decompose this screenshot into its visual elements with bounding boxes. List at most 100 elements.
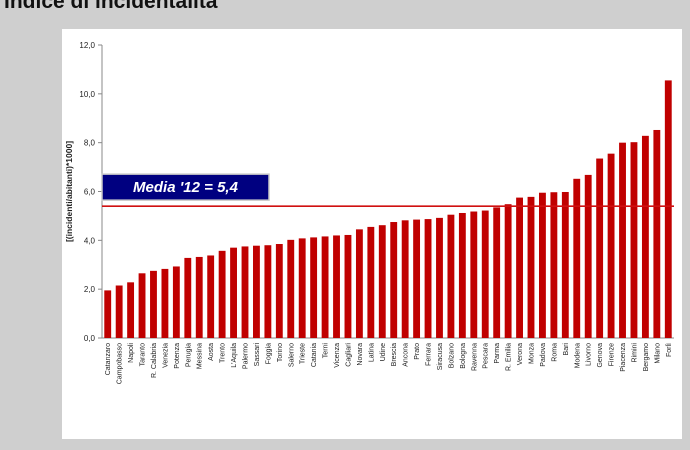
- x-tick-label: Venezia: [162, 343, 169, 368]
- x-tick-label: L'Aquila: [231, 343, 238, 368]
- x-tick-label: Palermo: [243, 343, 250, 369]
- page-title: Indice di incidentalità: [4, 0, 218, 13]
- bar: [253, 245, 260, 338]
- bar: [447, 214, 455, 338]
- bar: [619, 142, 626, 338]
- bar-chart: 0,0 2,0 4,0 6,0 8,0 10,0 12,0 [(incidenti/abita…: [64, 41, 674, 384]
- bar: [230, 247, 237, 338]
- bar: [287, 239, 295, 338]
- x-tick-label: Catanzaro: [105, 343, 112, 375]
- bar: [298, 238, 306, 338]
- y-tick-label: 12,0: [79, 41, 95, 50]
- x-tick-label: Torino: [277, 343, 284, 362]
- x-tick-label: Foggia: [265, 343, 272, 365]
- x-tick-label: Vicenza: [334, 343, 341, 368]
- bar: [664, 80, 672, 339]
- bar: [104, 290, 112, 338]
- x-tick-label: Novara: [357, 343, 364, 366]
- bar: [161, 268, 169, 338]
- x-tick-label: Udine: [380, 343, 387, 361]
- x-tick-label: Prato: [414, 343, 421, 360]
- x-tick-label: Ancona: [403, 343, 410, 367]
- x-tick-label: Livorno: [586, 343, 593, 366]
- bar: [550, 192, 558, 338]
- x-tick-label: Terni: [323, 343, 330, 359]
- bar: [470, 211, 478, 338]
- bar: [436, 217, 443, 338]
- bar: [516, 197, 523, 338]
- x-tick-label: Latina: [368, 343, 375, 362]
- x-tick-label: Roma: [551, 343, 558, 362]
- bar: [584, 174, 592, 338]
- x-tick-label: Brescia: [391, 343, 398, 366]
- x-tick-label: R. Calabria: [151, 343, 158, 378]
- x-tick-label: Rimini: [631, 343, 638, 363]
- mean-label: Media '12 = 5,4: [133, 179, 239, 196]
- x-tick-label: Ferrara: [426, 343, 433, 366]
- bar: [150, 270, 157, 338]
- x-tick-label: Modena: [574, 343, 581, 368]
- chart-panel: 0,0 2,0 4,0 6,0 8,0 10,0 12,0 [(incidenti/abita…: [62, 29, 682, 439]
- bar: [607, 153, 615, 338]
- bar: [275, 244, 283, 338]
- bar: [355, 229, 363, 338]
- x-tick-label: Salerno: [288, 343, 295, 367]
- x-tick-label: Cagliari: [345, 343, 352, 367]
- x-tick-label: Bologna: [460, 343, 467, 369]
- y-tick-label: 6,0: [84, 188, 96, 197]
- bar: [127, 282, 135, 338]
- bar: [321, 236, 329, 338]
- y-tick-label: 2,0: [84, 285, 96, 294]
- x-tick-label: Padova: [540, 343, 547, 367]
- bar: [481, 210, 489, 338]
- bar: [458, 212, 466, 338]
- y-tick-label: 8,0: [84, 139, 96, 148]
- x-tick-label: Aosta: [208, 343, 215, 361]
- bar: [218, 250, 226, 338]
- x-tick-label: Sassari: [254, 343, 261, 367]
- y-axis-title: [(incidenti/abitanti)*1000]: [64, 141, 74, 242]
- bar: [401, 220, 409, 338]
- bar: [561, 191, 569, 338]
- x-tick-label: Pescara: [483, 343, 490, 369]
- x-tick-label: R. Emilia: [506, 343, 513, 371]
- bar: [424, 219, 432, 338]
- bar: [115, 285, 123, 338]
- bar: [527, 196, 535, 338]
- x-tick-label: Potenza: [174, 343, 181, 369]
- bar: [195, 256, 203, 338]
- bar: [390, 222, 398, 338]
- bar: [333, 235, 340, 338]
- x-tick-label: Piacenza: [620, 343, 627, 372]
- bar: [493, 207, 501, 338]
- x-tick-label: Monza: [529, 343, 536, 364]
- x-tick-label: Forlì: [666, 343, 673, 357]
- x-tick-label: Verona: [517, 343, 524, 365]
- bar: [596, 158, 604, 338]
- x-tick-label: Taranto: [140, 343, 147, 366]
- mean-label-box: [101, 173, 270, 201]
- x-tick-label: Siracusa: [437, 343, 444, 370]
- x-tick-label: Parma: [494, 343, 501, 364]
- y-tick-label: 10,0: [79, 90, 95, 99]
- y-tick-label: 0,0: [84, 334, 96, 343]
- bar: [172, 266, 180, 338]
- bar: [138, 273, 146, 338]
- x-tick-label: Bergamo: [643, 343, 650, 372]
- bar: [344, 234, 352, 338]
- x-tick-label: Genova: [597, 343, 604, 368]
- bar: [641, 135, 649, 338]
- x-tick-label: Trento: [220, 343, 227, 363]
- bar: [413, 219, 421, 338]
- x-tick-label: Bari: [563, 343, 570, 356]
- x-tick-label: Ravenna: [471, 343, 478, 371]
- bar: [241, 246, 249, 338]
- bar: [504, 204, 512, 338]
- x-tick-label: Perugia: [185, 343, 192, 367]
- x-tick-label: Messina: [197, 343, 204, 369]
- bar: [378, 225, 386, 338]
- bar: [310, 237, 318, 338]
- x-tick-label: Milano: [654, 343, 661, 364]
- bar: [264, 245, 272, 338]
- x-tick-label: Trieste: [300, 343, 307, 364]
